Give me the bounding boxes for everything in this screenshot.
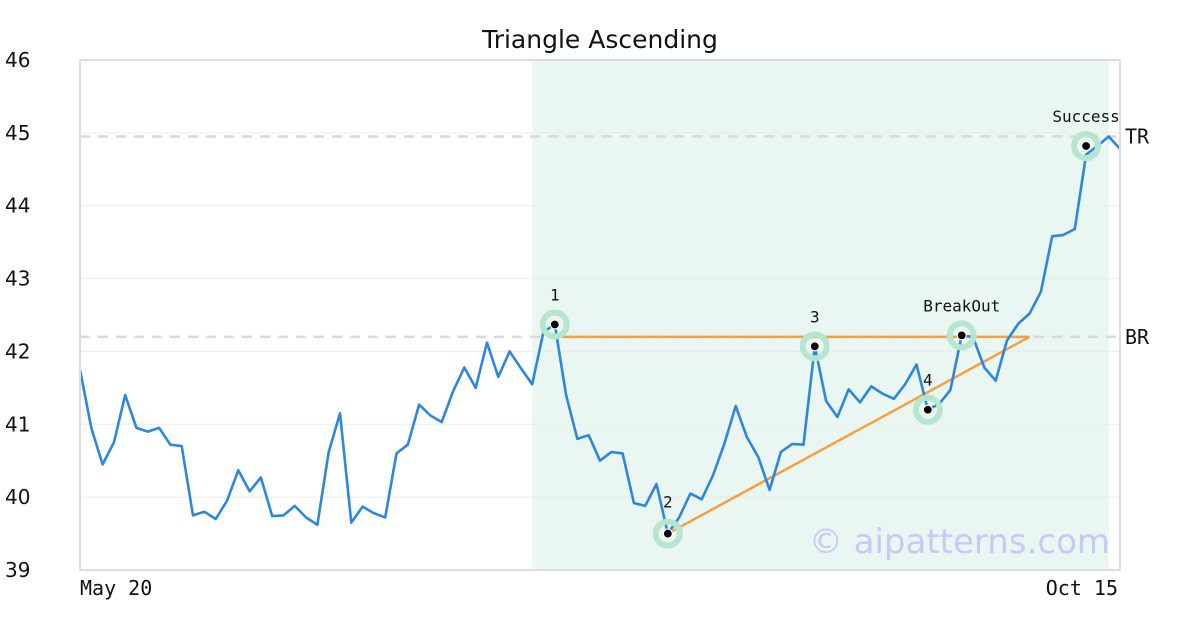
pattern-point-label: 3 — [810, 307, 820, 326]
y-tick-label: 40 — [5, 485, 30, 509]
level-label: BR — [1125, 325, 1150, 349]
pattern-point: 2 — [652, 493, 683, 549]
pattern-point: 1 — [539, 285, 570, 340]
pattern-point: BreakOut — [923, 296, 1000, 351]
pattern-point: Success — [1052, 107, 1120, 161]
pattern-line — [667, 335, 1031, 535]
level-label: TR — [1125, 125, 1150, 149]
y-tick-label: 42 — [5, 339, 30, 363]
pattern-point-label: 1 — [550, 285, 560, 304]
y-tick-label: 46 — [5, 48, 30, 72]
pattern-point-label: BreakOut — [923, 296, 1000, 315]
x-tick-label-end: Oct 15 — [1046, 576, 1118, 600]
y-tick-label: 39 — [5, 558, 30, 582]
pattern-point-label: Success — [1052, 107, 1119, 126]
pattern-region — [532, 60, 1109, 570]
pattern-points: 1 2 3 4 BreakOut Success — [539, 107, 1120, 549]
pattern-point: 3 — [799, 307, 830, 362]
pattern-point-label: 2 — [663, 493, 673, 512]
y-tick-label: 44 — [5, 194, 30, 218]
plot-frame — [79, 59, 1121, 571]
y-axis-ticks: 39 40 41 42 43 44 45 46 — [5, 48, 30, 582]
price-series-line — [78, 135, 1121, 535]
watermark: © aipatterns.com — [809, 522, 1110, 562]
pattern-point: 4 — [912, 371, 943, 425]
pattern-point-label: 4 — [923, 371, 933, 390]
y-tick-label: 43 — [5, 267, 30, 291]
y-tick-label: 45 — [5, 121, 30, 145]
y-tick-label: 41 — [5, 412, 30, 436]
chart-title: Triangle Ascending — [481, 25, 718, 54]
x-tick-label-start: May 20 — [80, 576, 152, 600]
